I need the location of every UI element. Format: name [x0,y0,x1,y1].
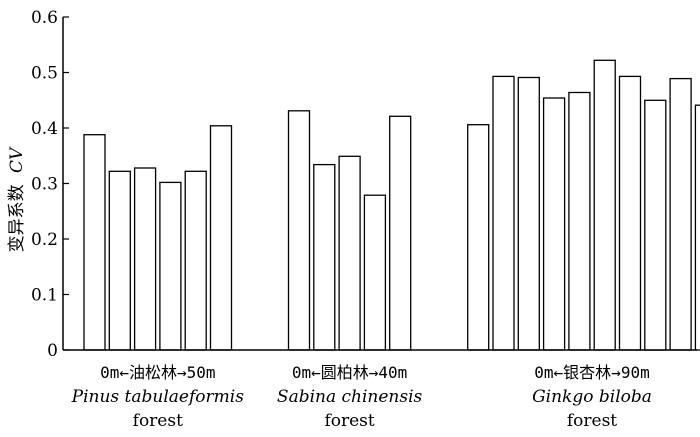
bar [184,170,207,351]
bar [389,115,412,351]
y-tick-label: 0.6 [31,8,58,28]
bar [108,170,131,351]
bar [83,134,106,351]
y-axis-label-var: CV [7,146,27,173]
group-latin-name: Pinus tabulaeformis [71,387,245,407]
group-suffix: forest [324,411,374,431]
y-axis-label-cn: 变异系数 [7,184,27,252]
bar [159,181,182,351]
y-tick-label: 0 [47,341,58,361]
bar [209,125,233,351]
y-tick-label: 0.4 [31,119,58,139]
bar [568,91,591,351]
y-tick-label: 0.2 [31,230,58,250]
group-suffix: forest [567,411,617,431]
y-tick-label: 0.3 [31,175,58,195]
bar [313,163,336,351]
bars-layer [83,59,700,351]
group-label: 0m←油松林→50m [100,363,215,382]
group-suffix: forest [133,411,183,431]
bar [338,155,361,351]
svg-text:变异系数 CV: 变异系数 CV [7,146,27,252]
group-labels: 0m←油松林→50m Pinus tabulaeformis forest 0m←圆柏… [71,363,652,431]
bar [517,76,540,351]
group-label: 0m←圆柏林→40m [292,363,407,382]
bar [287,110,311,351]
bar [644,99,667,351]
group-label: 0m←银杏林→90m [534,363,649,382]
bar [133,167,157,351]
bar [694,104,700,351]
bar [669,77,692,351]
group-latin-name: Sabina chinensis [277,387,423,407]
bar [467,124,490,351]
bar [542,97,566,351]
y-axis-label: 变异系数 CV [7,146,27,252]
bar [618,75,642,351]
y-tick-label: 0.5 [31,64,58,84]
y-ticks: 0 0.1 0.2 0.3 0.4 0.5 0.6 [31,8,69,361]
group-latin-name: Ginkgo biloba [532,387,652,407]
bar [593,59,616,351]
bar [492,75,515,351]
bar [363,194,387,351]
y-tick-label: 0.1 [31,286,58,306]
